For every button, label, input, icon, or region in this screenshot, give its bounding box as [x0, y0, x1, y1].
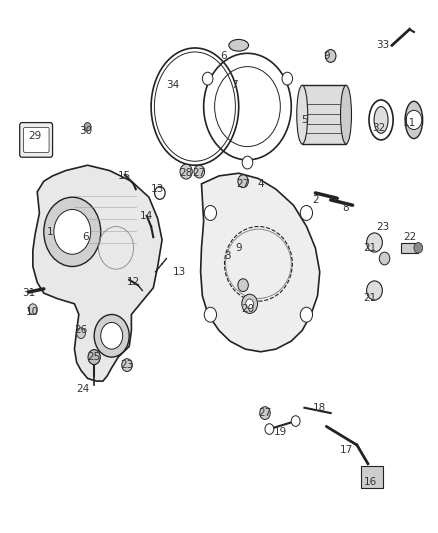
Text: 6: 6 — [220, 51, 227, 61]
Text: 9: 9 — [323, 51, 330, 61]
Text: 24: 24 — [77, 384, 90, 394]
Text: 31: 31 — [22, 288, 35, 298]
Circle shape — [282, 72, 293, 85]
Text: 7: 7 — [231, 80, 238, 90]
Circle shape — [238, 175, 248, 188]
Text: 29: 29 — [28, 131, 42, 141]
Circle shape — [300, 206, 313, 221]
Text: 3: 3 — [224, 251, 231, 261]
Circle shape — [84, 123, 91, 131]
Bar — [302, 85, 346, 144]
Text: 33: 33 — [377, 41, 390, 50]
Text: 1: 1 — [47, 227, 54, 237]
Circle shape — [101, 322, 123, 349]
Circle shape — [242, 156, 253, 169]
Text: 21: 21 — [364, 243, 377, 253]
Circle shape — [291, 416, 300, 426]
Circle shape — [88, 350, 100, 365]
Text: 15: 15 — [118, 171, 131, 181]
Text: 30: 30 — [79, 126, 92, 135]
Circle shape — [406, 110, 422, 130]
Ellipse shape — [297, 85, 307, 144]
Text: 21: 21 — [364, 294, 377, 303]
Circle shape — [204, 307, 216, 322]
Circle shape — [325, 50, 336, 62]
Circle shape — [300, 307, 313, 322]
Text: 27: 27 — [193, 168, 206, 178]
Circle shape — [260, 407, 270, 419]
Text: 13: 13 — [173, 267, 186, 277]
Circle shape — [265, 424, 274, 434]
Text: 14: 14 — [140, 211, 153, 221]
Polygon shape — [33, 165, 162, 381]
Ellipse shape — [229, 39, 249, 51]
Text: 34: 34 — [166, 80, 180, 90]
Text: 23: 23 — [377, 222, 390, 231]
Text: 22: 22 — [403, 232, 416, 242]
Ellipse shape — [405, 101, 423, 139]
Circle shape — [246, 299, 254, 309]
Text: 27: 27 — [237, 179, 250, 189]
Text: 25: 25 — [88, 352, 101, 362]
FancyBboxPatch shape — [24, 127, 49, 152]
Text: 2: 2 — [312, 195, 319, 205]
Circle shape — [122, 359, 132, 372]
Text: 16: 16 — [364, 478, 377, 487]
Circle shape — [242, 294, 258, 313]
FancyBboxPatch shape — [20, 123, 53, 157]
Ellipse shape — [341, 85, 352, 144]
Text: 19: 19 — [274, 427, 287, 437]
Text: 27: 27 — [258, 408, 272, 418]
Text: 17: 17 — [339, 446, 353, 455]
Circle shape — [379, 252, 390, 265]
Text: 11: 11 — [403, 118, 416, 127]
Text: 6: 6 — [82, 232, 89, 242]
Circle shape — [202, 72, 213, 85]
Circle shape — [414, 243, 423, 253]
Text: 18: 18 — [313, 403, 326, 413]
Circle shape — [77, 328, 85, 338]
Bar — [361, 466, 383, 488]
Circle shape — [194, 165, 205, 178]
Text: 28: 28 — [180, 168, 193, 178]
Text: 10: 10 — [26, 307, 39, 317]
Text: 23: 23 — [120, 360, 134, 370]
Circle shape — [180, 164, 192, 179]
Text: 8: 8 — [343, 203, 350, 213]
Circle shape — [44, 197, 101, 266]
Circle shape — [367, 233, 382, 252]
Circle shape — [54, 209, 91, 254]
Text: 4: 4 — [257, 179, 264, 189]
Text: 13: 13 — [151, 184, 164, 194]
Circle shape — [238, 279, 248, 292]
Ellipse shape — [374, 107, 388, 133]
Circle shape — [94, 314, 129, 357]
Text: 20: 20 — [241, 304, 254, 314]
Circle shape — [204, 206, 216, 221]
Polygon shape — [201, 173, 320, 352]
Bar — [401, 243, 418, 253]
Circle shape — [367, 281, 382, 300]
Text: 9: 9 — [235, 243, 242, 253]
Text: 32: 32 — [372, 123, 385, 133]
Text: 12: 12 — [127, 278, 140, 287]
Circle shape — [28, 304, 37, 314]
Text: 5: 5 — [301, 115, 308, 125]
Text: 26: 26 — [74, 326, 88, 335]
